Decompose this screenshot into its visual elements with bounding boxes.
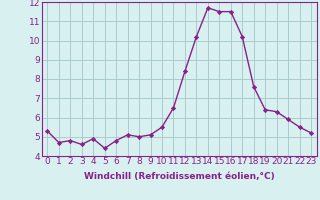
X-axis label: Windchill (Refroidissement éolien,°C): Windchill (Refroidissement éolien,°C) [84,172,275,181]
